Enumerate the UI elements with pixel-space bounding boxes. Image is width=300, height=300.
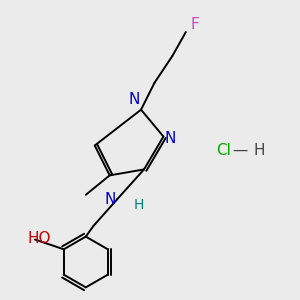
Text: N: N xyxy=(165,130,176,146)
Text: HO: HO xyxy=(28,231,52,246)
Text: Cl: Cl xyxy=(216,142,231,158)
Text: N: N xyxy=(104,192,116,207)
Text: H: H xyxy=(253,142,265,158)
Text: H: H xyxy=(134,198,144,212)
Text: —: — xyxy=(232,142,247,158)
Text: N: N xyxy=(128,92,140,107)
Text: F: F xyxy=(190,17,199,32)
